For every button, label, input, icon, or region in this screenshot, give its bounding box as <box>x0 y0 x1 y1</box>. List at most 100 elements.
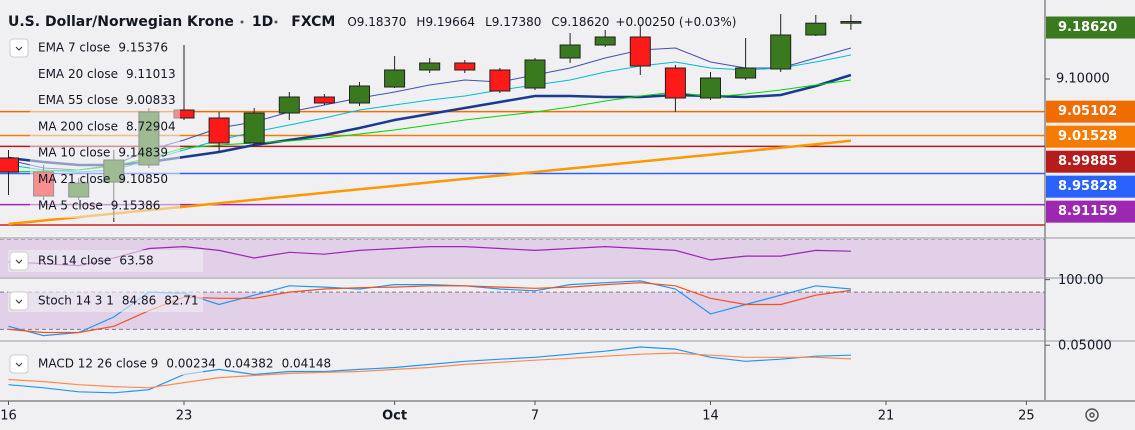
chevron <box>15 299 23 304</box>
legend-backdrop <box>30 36 180 218</box>
legend-value: 9.10850 <box>118 172 168 186</box>
pane <box>0 14 1045 226</box>
settings-button[interactable] <box>1085 408 1099 422</box>
legend-value: 9.11013 <box>126 67 176 81</box>
candle-body <box>594 36 616 46</box>
candle-body <box>454 62 476 71</box>
y-tick-label: 100.00 <box>1058 273 1104 288</box>
price-tag <box>1046 125 1135 148</box>
pane <box>8 346 851 394</box>
legend-value: 9.15386 <box>111 198 161 212</box>
price-tag <box>1046 100 1135 123</box>
last-price-label: 9.18620 <box>1058 20 1117 35</box>
high-value: 9.19664 <box>425 15 475 29</box>
price-tag <box>1046 150 1135 173</box>
price-tag-label: 9.05102 <box>1058 104 1117 119</box>
collapse-box <box>9 38 29 58</box>
open-key: O <box>347 15 356 29</box>
x-tick-label: 25 <box>1018 409 1035 424</box>
candle-body <box>243 112 265 144</box>
y-tick-label: 0.05000 <box>1058 339 1112 354</box>
legend-name: MA 21 close <box>38 172 110 186</box>
gear-center <box>1089 412 1095 418</box>
chevron <box>15 259 23 264</box>
close-key: C <box>551 15 559 29</box>
candle-body <box>840 21 862 24</box>
candle-body <box>313 96 335 104</box>
pane-title: MACD 12 26 close 9 <box>38 357 158 371</box>
collapse-button[interactable] <box>9 291 29 311</box>
x-tick-label: 14 <box>702 409 719 424</box>
candle-body <box>524 59 546 89</box>
candle-body <box>278 96 300 114</box>
gear-icon[interactable] <box>1085 408 1099 422</box>
legend-value: 0.04382 <box>224 357 274 371</box>
collapse-box <box>9 291 29 311</box>
pane-title: Stoch 14 3 1 <box>38 294 114 308</box>
legend-name: EMA 20 close <box>38 67 118 81</box>
chevron <box>15 362 23 367</box>
pane-title: RSI 14 close <box>38 254 111 268</box>
price-tag-label: 8.91159 <box>1058 204 1117 219</box>
candle-body <box>770 34 792 70</box>
legend-value: 9.15376 <box>118 41 168 55</box>
collapse-box <box>9 354 29 374</box>
legend-value: 0.00234 <box>166 357 216 371</box>
legend-value: 9.14839 <box>118 146 168 160</box>
source: FXCM <box>291 14 335 30</box>
close-value: 9.18620 <box>560 15 610 29</box>
legend-value: 63.58 <box>119 254 153 268</box>
x-tick-label: 23 <box>176 409 193 424</box>
candle-body <box>419 62 441 71</box>
candle-body <box>805 22 827 36</box>
x-tick-label: 7 <box>531 409 539 424</box>
legend-name: EMA 7 close <box>38 41 110 55</box>
candle-body <box>700 77 721 99</box>
x-tick-label: 21 <box>878 409 895 424</box>
y-tick-label: 9.10000 <box>1056 72 1110 87</box>
last-price-tag <box>1046 16 1135 39</box>
x-tick-label: Oct <box>382 409 407 424</box>
price-tag-label: 8.95828 <box>1058 179 1117 194</box>
candle-body <box>489 69 511 92</box>
indicator-line <box>8 245 851 267</box>
candle-body <box>208 117 230 144</box>
legend-value: 8.72904 <box>126 119 176 133</box>
candle-body <box>559 44 581 59</box>
candle-body <box>384 69 406 88</box>
legend-name: MA 5 close <box>38 198 103 212</box>
symbol: U.S. Dollar/Norwegian Krone <box>8 14 234 30</box>
legend-backdrop <box>8 290 203 312</box>
low-value: 9.17380 <box>492 15 542 29</box>
legend-value: 0.04148 <box>282 357 332 371</box>
high-key: H <box>416 15 425 29</box>
indicator-line <box>8 346 851 394</box>
legend-backdrop <box>8 250 203 272</box>
candle-body <box>0 157 19 173</box>
chart-header: U.S. Dollar/Norwegian Krone 1D FXCM O9.1837… <box>8 14 736 30</box>
separator-dot <box>274 20 278 24</box>
legend-value: 9.00833 <box>126 93 176 107</box>
price-tag <box>1046 175 1135 198</box>
open-value: 9.18370 <box>357 15 407 29</box>
indicator-line <box>8 352 851 389</box>
collapse-button[interactable] <box>9 38 29 58</box>
candle-body <box>349 85 370 104</box>
price-tag-label: 8.99885 <box>1058 154 1117 169</box>
candle-body <box>664 67 686 99</box>
chevron <box>15 46 23 51</box>
candle-body <box>629 36 651 67</box>
legend-name: MA 10 close <box>38 146 110 160</box>
legend-backdrop <box>8 353 203 375</box>
legend-value: 84.86 <box>122 294 156 308</box>
x-tick-label: 16 <box>0 409 17 424</box>
candle-body <box>735 67 757 79</box>
collapse-button[interactable] <box>9 251 29 271</box>
price-tag <box>1046 200 1135 223</box>
collapse-box <box>9 251 29 271</box>
collapse-button[interactable] <box>9 354 29 374</box>
legend-name: MA 200 close <box>38 119 118 133</box>
interval: 1D <box>252 14 273 30</box>
legend-value: 82.71 <box>164 294 198 308</box>
